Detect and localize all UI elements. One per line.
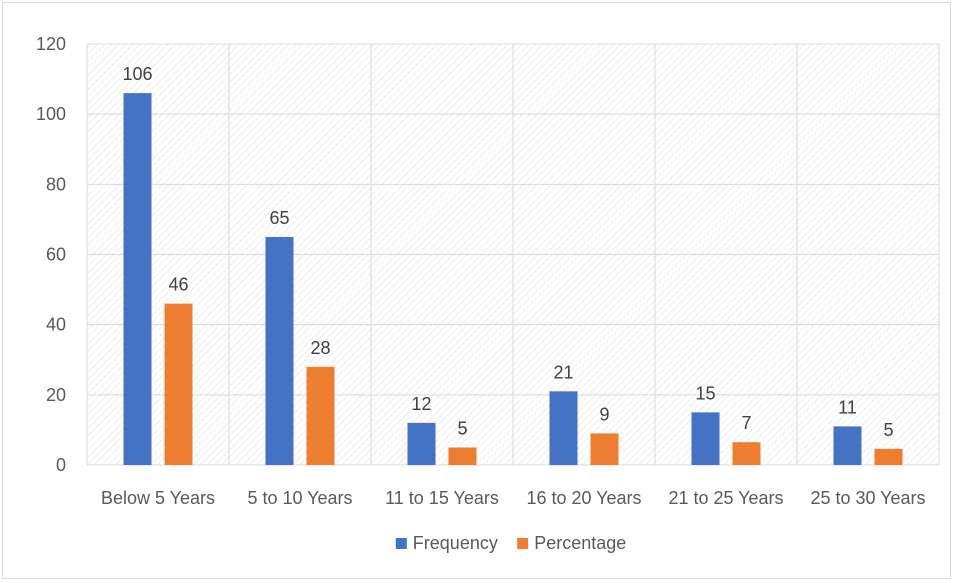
data-label: 28 [310, 338, 330, 358]
x-tick-label: 21 to 25 Years [668, 488, 783, 508]
gridlines [86, 43, 940, 466]
bar-percentage [874, 448, 903, 465]
y-tick-label: 120 [36, 34, 66, 54]
y-tick-label: 20 [46, 385, 66, 405]
data-label: 12 [411, 394, 431, 414]
data-label: 9 [599, 404, 609, 424]
data-label: 5 [457, 418, 467, 438]
bars: 106 46 65 28 12 5 21 9 15 7 11 5 [122, 64, 903, 465]
x-tick-label: 5 to 10 Years [247, 488, 352, 508]
data-label: 7 [741, 413, 751, 433]
legend: Frequency Percentage [395, 533, 626, 553]
x-tick-label: 25 to 30 Years [810, 488, 925, 508]
bar-frequency [407, 422, 436, 465]
x-axis-ticks: Below 5 Years 5 to 10 Years 11 to 15 Years… [101, 488, 926, 508]
bar-percentage [306, 366, 335, 465]
legend-swatch-percentage [517, 538, 529, 549]
data-label: 46 [168, 275, 188, 295]
bar-percentage [448, 447, 477, 465]
legend-swatch-frequency [395, 538, 407, 549]
x-tick-label: 16 to 20 Years [526, 488, 641, 508]
legend-label: Frequency [413, 533, 498, 553]
data-label: 5 [883, 420, 893, 440]
bar-frequency [123, 93, 152, 465]
bar-frequency [549, 391, 578, 465]
data-label: 11 [838, 397, 857, 417]
bar-frequency [265, 236, 294, 465]
data-label: 15 [695, 383, 715, 403]
y-tick-label: 80 [46, 174, 66, 194]
bar-percentage [732, 442, 761, 465]
legend-label: Percentage [534, 533, 626, 553]
x-tick-label: 11 to 15 Years [385, 488, 499, 508]
y-tick-label: 40 [46, 315, 66, 335]
y-axis-ticks: 0 20 40 60 80 100 120 [36, 34, 66, 475]
bar-frequency [691, 412, 720, 465]
y-tick-label: 0 [56, 455, 66, 475]
data-label: 65 [269, 208, 289, 228]
x-tick-label: Below 5 Years [101, 488, 215, 508]
y-tick-label: 100 [36, 104, 66, 124]
bar-frequency [833, 426, 862, 465]
y-tick-label: 60 [46, 245, 66, 265]
bar-percentage [164, 303, 193, 465]
bar-percentage [590, 433, 619, 465]
data-label: 21 [553, 362, 573, 382]
data-label: 106 [122, 64, 152, 84]
